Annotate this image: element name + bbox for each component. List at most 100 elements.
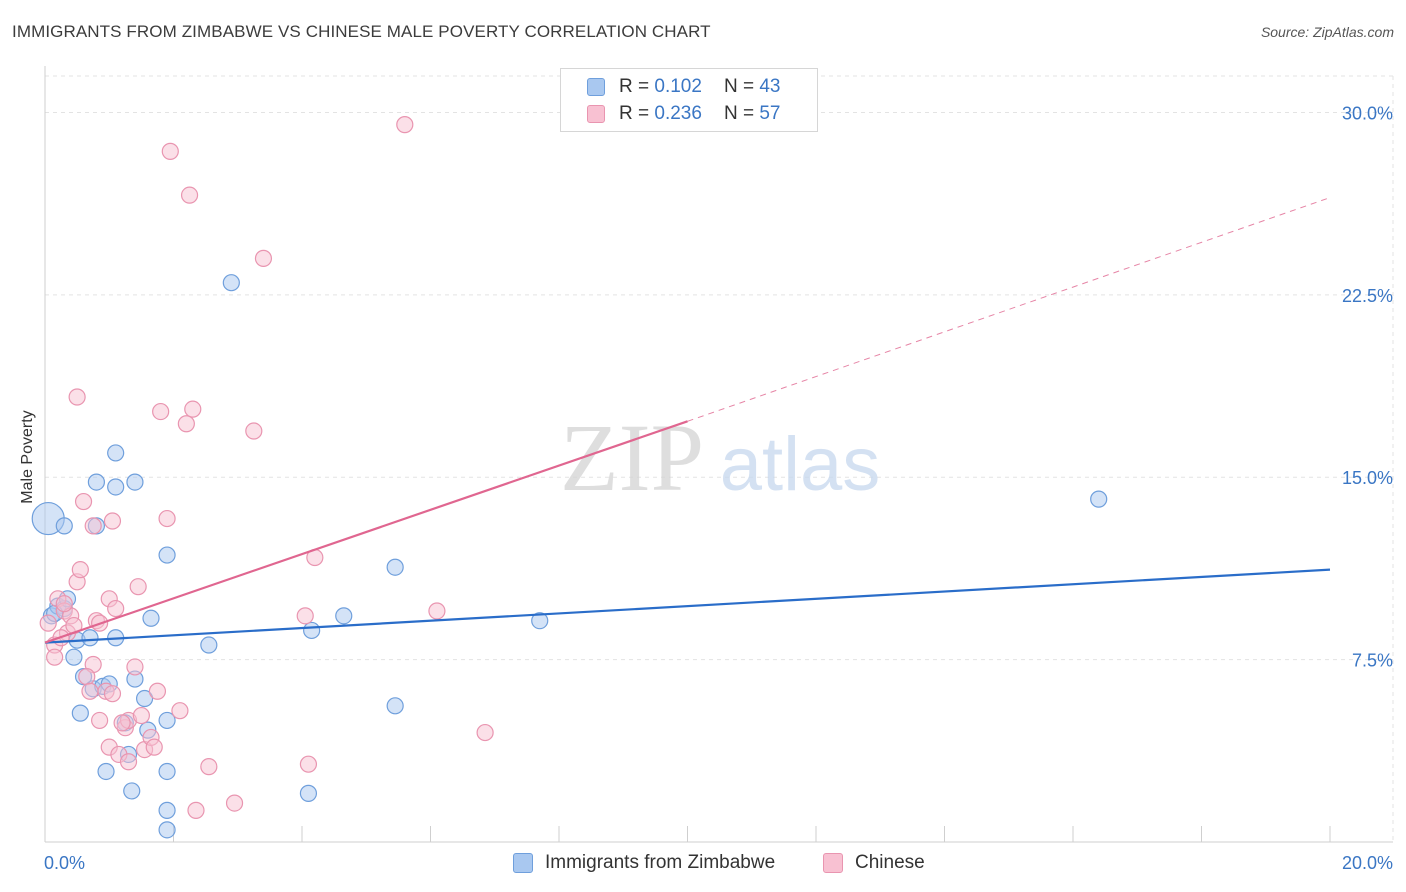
zimbabwe-point [126,473,144,491]
chinese-trend-line [44,420,688,644]
zimbabwe-point [299,784,318,802]
chinese-point [132,706,150,725]
y-tick-label: 22.5% [1342,286,1393,306]
r-label: R = [619,103,650,124]
chinese-point [296,607,314,625]
r-label: R = [619,76,650,97]
chinese-point [254,249,273,267]
zimbabwe-point [386,558,404,576]
n-value: 43 [759,76,781,97]
chinese-point [158,509,176,528]
chinese-point [299,755,318,773]
zimbabwe-point [158,762,176,781]
r-value: 0.102 [654,76,702,97]
x-tick-label-max: 20.0% [1342,853,1393,873]
chinese-point [107,599,125,618]
chinese-point [103,512,122,530]
zimbabwe-point [65,648,83,666]
chinese-point [152,402,170,421]
chinese-point [119,753,138,771]
chinese-point [200,758,218,776]
watermark: ZIP atlas [560,404,880,511]
chinese-point [476,723,494,742]
legend-label-zimbabwe: Immigrants from Zimbabwe [545,852,776,873]
chinese-point [129,578,147,596]
zimbabwe-point [123,782,141,800]
chinese-point [103,685,122,703]
zimbabwe-point [303,621,321,640]
chinese-point [177,415,195,433]
zimbabwe-point [222,274,240,292]
y-tick-label: 7.5% [1352,651,1393,671]
chinese-point [171,702,189,720]
zimbabwe-point [107,444,125,462]
zimbabwe-point [335,607,353,625]
stats-legend-row-chinese: R = 0.236 N = 57 [587,102,780,126]
n-label: N = [723,76,755,97]
zimbabwe-point [87,473,106,491]
chinese-point [245,422,263,440]
legend-item-chinese: Chinese [823,852,925,874]
zimbabwe-point [107,478,125,496]
x-tick-label-min: 0.0% [44,853,85,873]
chinese-point [428,602,446,620]
chinese-trend-extension [687,197,1331,422]
chinese-point [91,711,109,730]
chinese-point [46,648,64,666]
chinese-point [81,682,99,700]
zimbabwe-point [1090,490,1108,508]
chinese-point [148,682,167,700]
zimbabwe-point [71,704,89,722]
zimbabwe-point [158,821,176,839]
chart-source: Source: ZipAtlas.com [1260,24,1394,40]
zimbabwe-swatch [587,78,605,96]
chinese-legend-swatch [823,853,843,873]
zimbabwe-trend-line [44,568,1331,644]
chinese-point [145,738,163,756]
zimbabwe-legend-swatch [513,853,533,873]
chinese-point [84,517,102,535]
legend-label-chinese: Chinese [855,852,925,873]
zimbabwe-point [158,711,176,730]
tick-labels: 7.5% 15.0% 22.5% 30.0% 0.0% 20.0% [44,103,1393,873]
zimbabwe-point [135,689,154,708]
chinese-point [187,801,205,819]
axes [44,66,1393,843]
chinese-point [113,714,131,732]
n-label: N = [723,103,755,124]
chinese-point [180,186,199,204]
zimbabwe-point [158,546,176,564]
chinese-point [71,561,89,579]
zimbabwe-point [55,517,73,535]
y-tick-label: 30.0% [1342,103,1393,123]
legend-item-zimbabwe: Immigrants from Zimbabwe [513,852,775,874]
chinese-point [39,614,57,632]
chinese-point [225,794,244,812]
chinese-point [68,388,86,406]
stats-legend-row-zimbabwe: R = 0.102 N = 43 [587,75,780,99]
trend-lines [44,197,1331,644]
r-value: 0.236 [654,103,702,124]
chinese-swatch [587,105,605,123]
chinese-point [396,116,414,134]
series-legend: Immigrants from Zimbabwe Chinese [0,852,1406,878]
zimbabwe-point [531,612,549,630]
chinese-point [161,142,179,160]
zimbabwe-point [81,629,99,647]
zimbabwe-point [386,697,404,715]
n-value: 57 [759,103,781,124]
chinese-point [184,400,202,418]
zimbabwe-point [142,609,160,627]
zimbabwe-point [97,762,115,781]
zimbabwe-point [158,801,176,819]
chart-title: IMMIGRANTS FROM ZIMBABWE VS CHINESE MALE… [12,22,711,41]
chinese-point [126,658,144,676]
stats-legend: R = 0.102 N = 43 R = 0.236 N = 57 [560,68,818,132]
chinese-point [74,492,93,511]
zimbabwe-point [200,636,218,654]
chinese-point [55,595,73,613]
y-tick-label: 15.0% [1342,468,1393,488]
watermark-atlas: atlas [720,422,881,507]
chinese-point [78,668,96,686]
